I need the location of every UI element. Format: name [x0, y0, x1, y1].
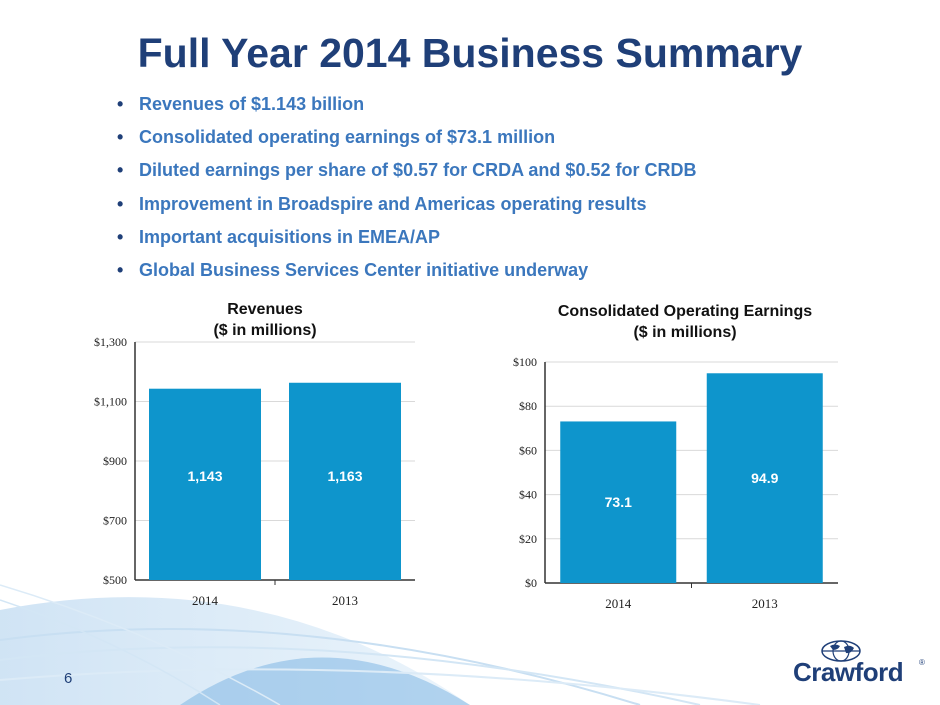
logo-registered-mark: ®: [919, 658, 925, 667]
bullet-text: Consolidated operating earnings of $73.1…: [139, 127, 556, 148]
bullet-item: • Important acquisitions in EMEA/AP: [115, 225, 696, 258]
revenues-data-label: 1,143: [187, 468, 222, 484]
bullet-text: Diluted earnings per share of $0.57 for …: [139, 160, 697, 181]
earnings-chart-subtitle: ($ in millions): [633, 324, 737, 341]
logo-wordmark: Crawford: [793, 657, 904, 687]
revenues-category-label: 2013: [332, 593, 358, 608]
earnings-data-label: 94.9: [751, 470, 778, 486]
bullet-text: Global Business Services Center initiati…: [139, 259, 589, 280]
bullet-dot: •: [117, 127, 124, 148]
bullet-item: • Consolidated operating earnings of $73.…: [115, 125, 696, 158]
globe-icon: [821, 640, 861, 662]
revenues-bar: [149, 388, 261, 580]
earnings-ytick-label: $0: [525, 576, 537, 590]
earnings-chart-title-text: Consolidated Operating Earnings: [557, 303, 813, 320]
revenues-chart-title-text: Revenues: [227, 301, 303, 318]
bullet-text: Revenues of $1.143 billion: [139, 94, 365, 114]
revenues-bar: [289, 382, 401, 580]
revenues-data-label: 1,163: [327, 468, 362, 484]
earnings-ytick-label: $40: [519, 488, 537, 502]
revenues-ytick-label: $900: [103, 454, 127, 468]
revenues-chart-title: Revenues ($ in millions): [165, 299, 365, 341]
bullet-dot: •: [117, 193, 124, 214]
bullet-dot: •: [117, 160, 124, 181]
slide-title: Full Year 2014 Business Summary: [137, 30, 803, 76]
bullet-item: • Improvement in Broadspire and Americas …: [115, 192, 696, 225]
revenues-ytick-label: $500: [103, 573, 127, 587]
earnings-ytick-label: $80: [519, 399, 537, 413]
bullet-text: Improvement in Broadspire and Americas o…: [139, 193, 647, 214]
earnings-category-label: 2013: [752, 596, 778, 611]
earnings-chart-title: Consolidated Operating Earnings ($ in mi…: [530, 301, 840, 343]
earnings-bar: [560, 421, 677, 583]
bullet-item: • Revenues of $1.143 billion: [115, 92, 696, 125]
revenues-category-label: 2014: [192, 593, 219, 608]
earnings-bar: [706, 373, 823, 583]
bullet-text: Important acquisitions in EMEA/AP: [139, 226, 441, 247]
bullet-item: • Diluted earnings per share of $0.57 for…: [115, 158, 696, 191]
bullet-dot: •: [117, 226, 124, 247]
earnings-ytick-label: $60: [519, 443, 537, 457]
earnings-data-label: 73.1: [605, 494, 632, 510]
revenues-ytick-label: $1,100: [94, 395, 127, 409]
earnings-ytick-label: $100: [513, 355, 537, 369]
revenues-chart-subtitle: ($ in millions): [213, 322, 317, 339]
revenues-ytick-label: $700: [103, 514, 127, 528]
bullet-list: • Revenues of $1.143 billion • Consolidate…: [115, 92, 696, 291]
crawford-logo: Crawford ®: [793, 640, 925, 687]
bullet-item: • Global Business Services Center initiat…: [115, 258, 696, 291]
earnings-ytick-label: $20: [519, 532, 537, 546]
earnings-category-label: 2014: [605, 596, 632, 611]
page-number: 6: [64, 670, 73, 687]
bullet-dot: •: [117, 94, 124, 114]
bullet-dot: •: [117, 259, 124, 280]
revenues-ytick-label: $1,300: [94, 335, 127, 349]
